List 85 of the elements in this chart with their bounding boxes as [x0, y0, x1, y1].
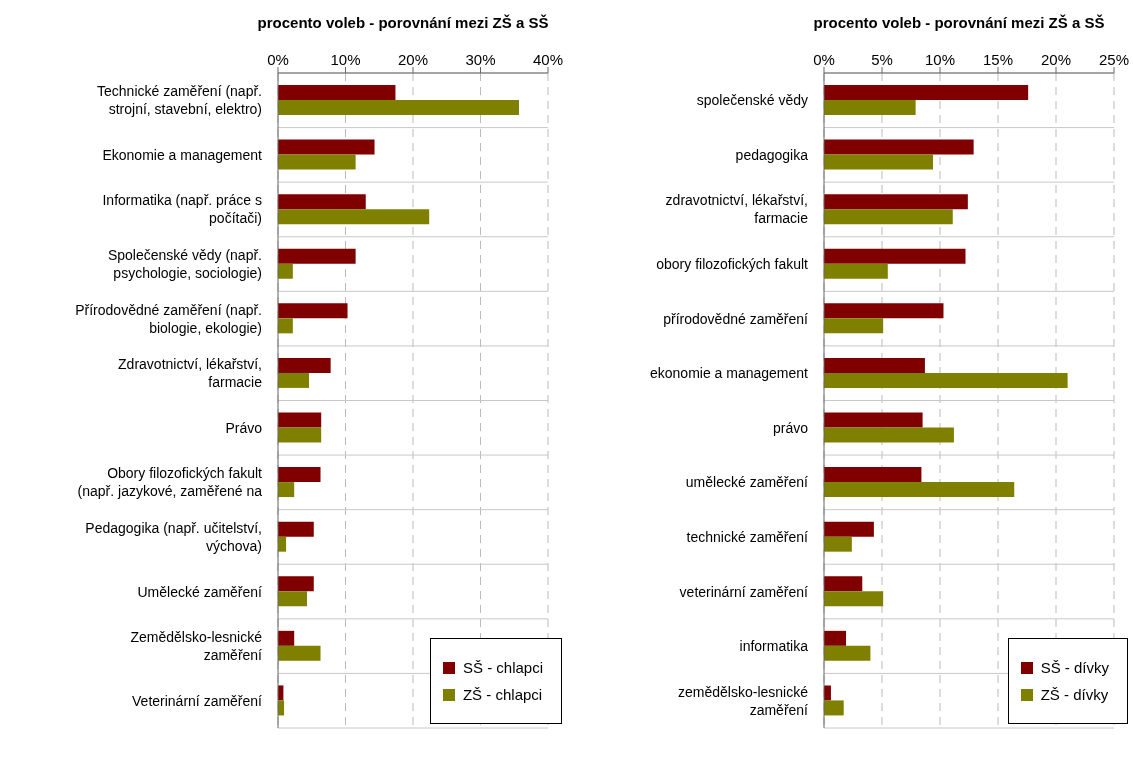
chart-title: procento voleb - porovnání mezi ZŠ a SŠ: [256, 13, 550, 33]
legend-label: SŠ - dívky: [1040, 659, 1109, 676]
legend-label: SŠ - chlapci: [462, 659, 543, 676]
bar: [278, 467, 321, 483]
y-tick-label: Umělecké zaměření: [137, 583, 263, 600]
bar: [278, 248, 356, 264]
bar: [278, 303, 348, 319]
bar: [278, 521, 314, 537]
x-tick-label: 20%: [1040, 51, 1072, 68]
y-tick-label: právo: [772, 419, 809, 436]
bar: [278, 645, 321, 661]
legend-label: ZŠ - chlapci: [462, 686, 543, 703]
y-tick-label: přírodovědné zaměření: [663, 310, 809, 327]
y-tick-label: Zdravotnictví, lékařství, farmacie: [118, 356, 263, 391]
y-tick-label: ekonomie a management: [650, 365, 809, 382]
bar: [824, 576, 863, 592]
x-tick-label: 0%: [267, 51, 289, 68]
y-tick-label: Zemědělsko-lesnické zaměření: [130, 629, 263, 664]
bar: [278, 194, 366, 210]
y-tick-label: veterinární zaměření: [679, 583, 809, 600]
bar: [824, 482, 1015, 498]
x-tick-label: 20%: [397, 51, 429, 68]
y-tick-label: Přírodovědné zaměření (např. biologie, ekologie): [75, 301, 262, 336]
y-tick-label: pedagogika: [735, 146, 809, 163]
bar: [824, 154, 934, 170]
y-tick-label: Technické zaměření (např. strojní, stavební, elektro): [97, 83, 262, 118]
bar: [278, 357, 331, 373]
bar: [824, 412, 923, 428]
y-tick-label: Ekonomie a management: [102, 146, 263, 163]
y-tick-label: Veterinární zaměření: [132, 692, 263, 709]
y-tick-label: Obory filozofických fakult (např. jazykové, zaměřené na: [77, 465, 263, 500]
bar: [278, 263, 293, 279]
bar: [824, 357, 925, 373]
y-tick-label: Právo: [225, 419, 263, 436]
bar: [824, 536, 852, 552]
bar: [824, 85, 1029, 101]
bar: [824, 139, 974, 155]
x-tick-label: 10%: [330, 51, 361, 68]
bar: [824, 372, 1068, 388]
bar: [824, 630, 847, 646]
y-tick-label: Informatika (např. práce s počítači): [102, 192, 262, 227]
x-tick-label: 5%: [871, 51, 893, 68]
bar: [824, 700, 844, 716]
bar: [824, 521, 874, 537]
bar: [824, 263, 888, 279]
legend-label: ZŠ - dívky: [1040, 686, 1109, 703]
bar: [278, 412, 322, 428]
x-tick-label: 25%: [1098, 51, 1130, 68]
x-tick-label: 0%: [813, 51, 835, 68]
x-tick-label: 30%: [465, 51, 496, 68]
bar: [824, 591, 884, 607]
y-tick-label: technické zaměření: [686, 528, 809, 545]
bar: [824, 467, 922, 483]
x-tick-label: 15%: [982, 51, 1014, 68]
bar: [824, 194, 968, 210]
bar: [824, 209, 953, 225]
bar: [278, 318, 293, 334]
bar: [278, 482, 295, 498]
y-tick-label: zdravotnictví, lékařství, farmacie: [665, 192, 809, 227]
bar: [824, 427, 954, 443]
chart-title: procento voleb - porovnání mezi ZŠ a SŠ: [812, 13, 1106, 33]
bar: [824, 303, 944, 319]
y-tick-label: umělecké zaměření: [685, 474, 809, 491]
bar: [278, 576, 314, 592]
x-tick-label: 10%: [924, 51, 956, 68]
bar: [278, 85, 396, 101]
y-tick-label: informatika: [739, 638, 809, 655]
bar: [278, 427, 322, 443]
y-tick-label: společenské vědy: [696, 92, 808, 109]
bar: [824, 645, 871, 661]
y-tick-label: zemědělsko-lesnické zaměření: [678, 683, 809, 718]
bar: [278, 372, 310, 388]
bar: [824, 100, 916, 116]
y-tick-label: Společenské vědy (např. psychologie, sociologie): [107, 247, 262, 282]
x-tick-label: 40%: [532, 51, 564, 68]
y-tick-label: obory filozofických fakult: [656, 256, 809, 273]
bar: [278, 139, 375, 155]
bar: [278, 209, 430, 225]
bar: [824, 248, 966, 264]
y-tick-label: Pedagogika (např. učitelství, výchova): [85, 519, 262, 554]
bar: [278, 154, 356, 170]
bar: [278, 630, 295, 646]
bar: [278, 591, 308, 607]
bar: [824, 318, 884, 334]
bar: [278, 100, 519, 116]
